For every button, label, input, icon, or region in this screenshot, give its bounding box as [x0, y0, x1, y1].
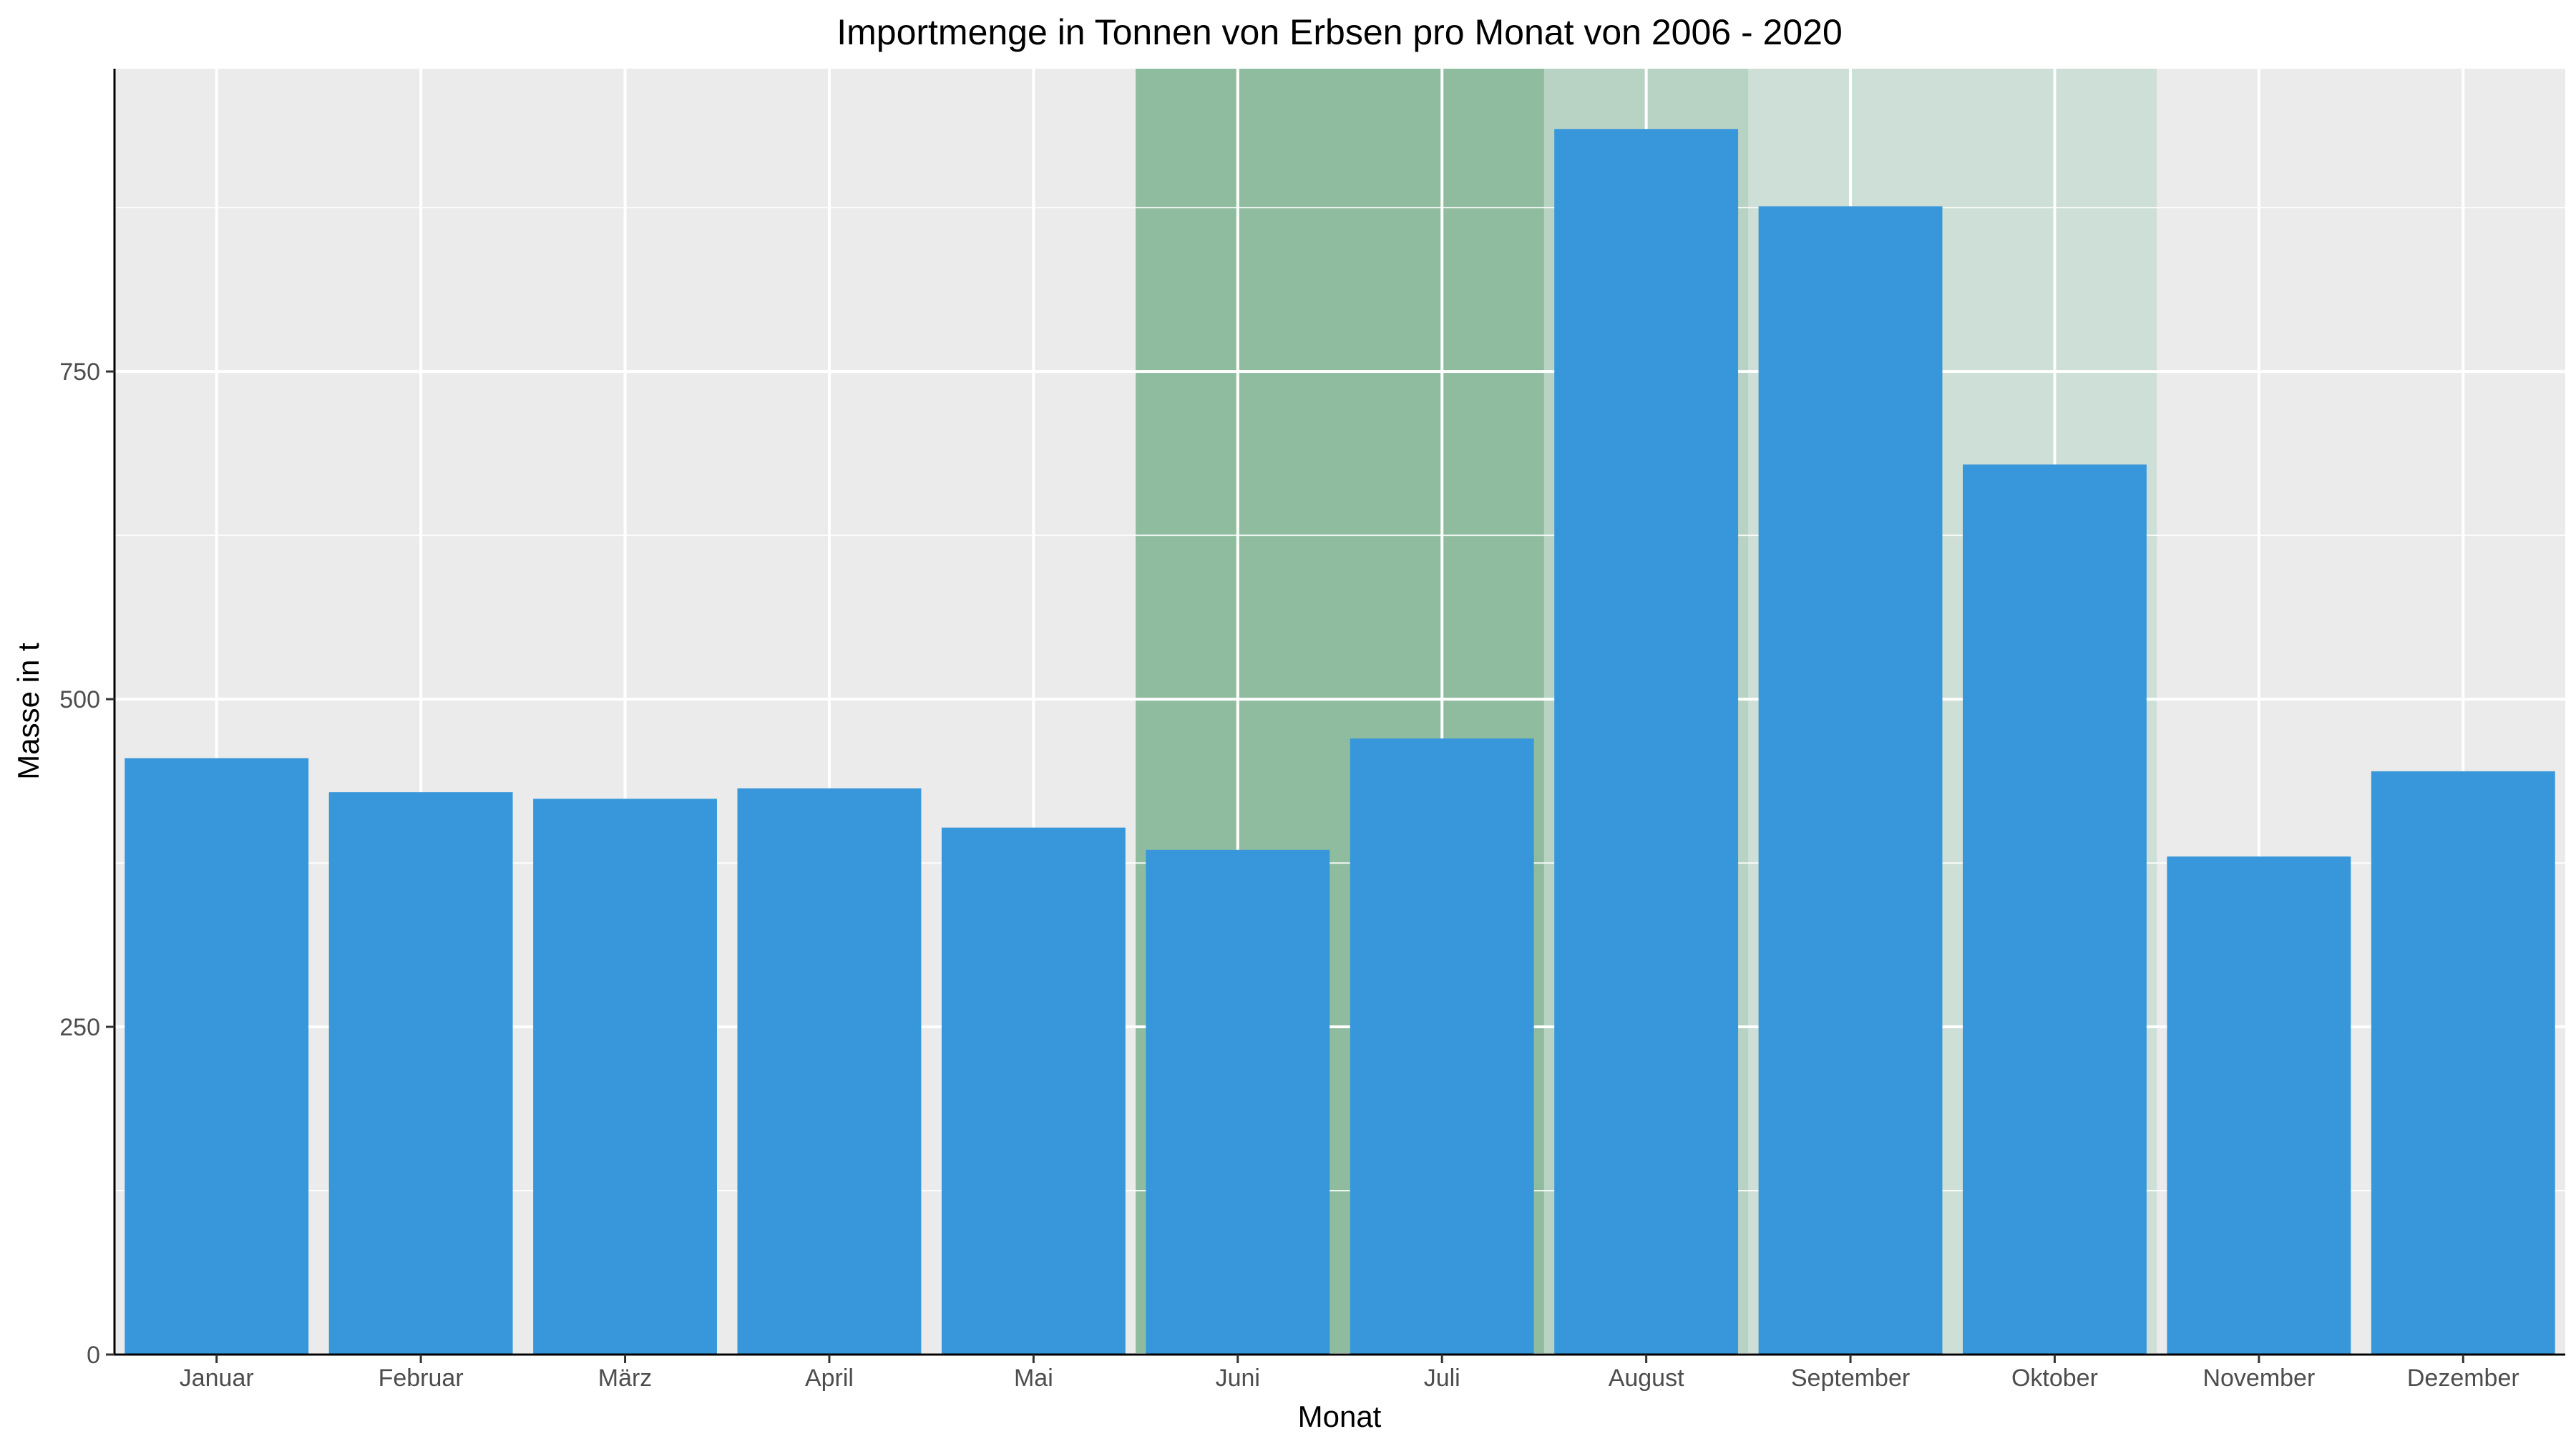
bar-mai: [941, 827, 1126, 1355]
bar-november: [2167, 856, 2351, 1355]
bar-juli: [1350, 738, 1534, 1355]
x-tick-label-mai: Mai: [1014, 1365, 1053, 1392]
x-tick-label-august: August: [1609, 1365, 1684, 1392]
bar-dezember: [2371, 771, 2555, 1355]
x-axis-title: Monat: [1298, 1400, 1382, 1433]
y-tick-label: 500: [59, 686, 100, 713]
y-tick-label: 750: [59, 358, 100, 386]
x-tick-label-juli: Juli: [1424, 1365, 1460, 1392]
bar-märz: [533, 799, 717, 1355]
axes: [113, 69, 2565, 1356]
x-tick-label-juni: Juni: [1216, 1365, 1260, 1392]
y-tick-label: 250: [59, 1014, 100, 1041]
x-axis-ticks: Januar Februar März April Mai Juni Juli August S…: [180, 1355, 2519, 1392]
x-tick-label-november: November: [2202, 1365, 2315, 1392]
bar-februar: [328, 792, 513, 1355]
y-tick-label: 0: [87, 1342, 100, 1369]
x-tick-label-märz: März: [598, 1365, 653, 1392]
minor-gridlines: [114, 207, 2565, 1192]
x-tick-label-april: April: [805, 1365, 854, 1392]
bar-august: [1554, 129, 1739, 1355]
bars: [125, 129, 2555, 1355]
bar-oktober: [1963, 464, 2147, 1355]
y-axis-ticks: 0 250 500 750: [59, 358, 114, 1369]
x-tick-label-januar: Januar: [180, 1365, 254, 1392]
bar-september: [1758, 206, 1943, 1355]
x-tick-label-dezember: Dezember: [2407, 1365, 2519, 1392]
x-tick-label-februar: Februar: [379, 1365, 464, 1392]
y-axis-title: Masse in t: [11, 643, 45, 780]
chart-title: Importmenge in Tonnen von Erbsen pro Mon…: [836, 12, 1843, 52]
x-tick-label-september: September: [1791, 1365, 1910, 1392]
bar-juni: [1146, 849, 1330, 1355]
bar-januar: [125, 758, 309, 1355]
bar-april: [737, 788, 922, 1355]
x-tick-label-oktober: Oktober: [2011, 1365, 2098, 1392]
